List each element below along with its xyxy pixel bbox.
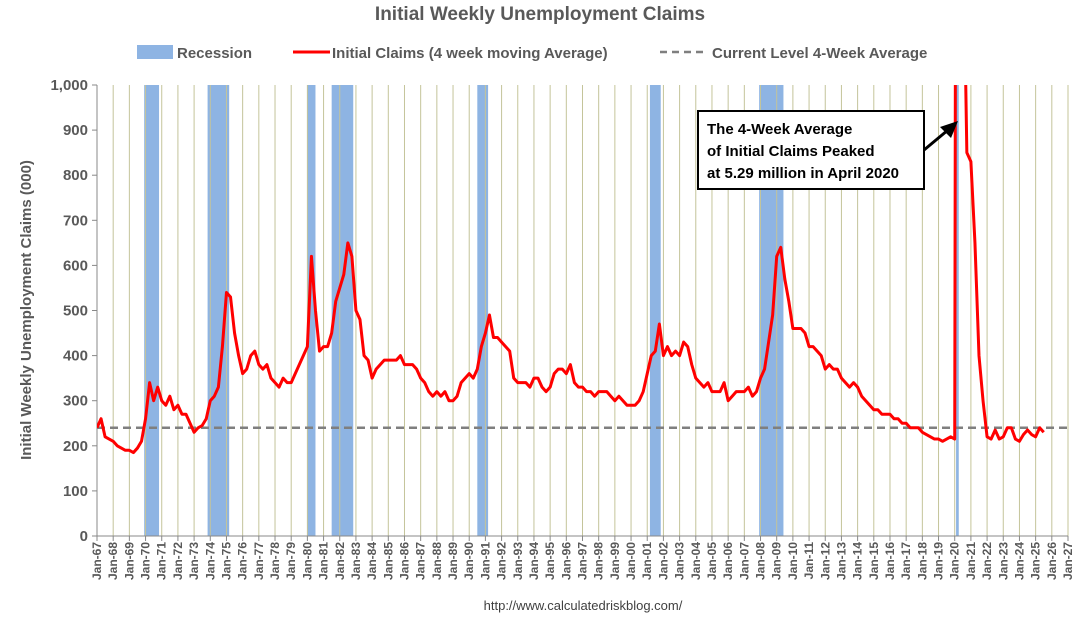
x-tick-label: Jan-25 xyxy=(1029,542,1043,580)
y-tick-label: 500 xyxy=(63,303,88,320)
x-tick-label: Jan-91 xyxy=(478,542,492,580)
x-tick-label: Jan-90 xyxy=(462,542,476,580)
x-tick-label: Jan-77 xyxy=(252,542,266,580)
legend-swatch xyxy=(137,45,173,59)
x-tick-label: Jan-94 xyxy=(527,542,541,580)
y-tick-label: 300 xyxy=(63,393,88,410)
chart-title: Initial Weekly Unemployment Claims xyxy=(375,4,705,25)
x-tick-label: Jan-98 xyxy=(592,542,606,580)
x-tick-label: Jan-84 xyxy=(365,542,379,580)
x-tick-label: Jan-86 xyxy=(397,542,411,580)
y-tick-label: 100 xyxy=(63,483,88,500)
x-tick-label: Jan-76 xyxy=(236,542,250,580)
recession-band xyxy=(331,85,354,536)
x-tick-label: Jan-88 xyxy=(430,542,444,580)
y-tick-label: 700 xyxy=(63,212,88,229)
series-line xyxy=(97,85,1045,455)
x-tick-label: Jan-97 xyxy=(576,542,590,580)
x-tick-label: Jan-96 xyxy=(559,542,573,580)
x-tick-label: Jan-18 xyxy=(915,542,929,580)
x-tick-label: Jan-69 xyxy=(122,542,136,580)
x-tick-label: Jan-79 xyxy=(284,542,298,580)
x-tick-label: Jan-01 xyxy=(640,542,654,580)
x-tick-label: Jan-00 xyxy=(624,542,638,580)
x-tick-label: Jan-81 xyxy=(317,542,331,580)
x-tick-label: Jan-05 xyxy=(705,542,719,580)
x-tick-label: Jan-70 xyxy=(139,542,153,580)
x-tick-label: Jan-92 xyxy=(495,542,509,580)
legend-label: Recession xyxy=(177,45,252,62)
x-tick-label: Jan-87 xyxy=(414,542,428,580)
x-tick-label: Jan-85 xyxy=(381,542,395,580)
x-tick-label: Jan-10 xyxy=(786,542,800,580)
x-tick-label: Jan-12 xyxy=(818,542,832,580)
annotation-text: The 4-Week Average xyxy=(707,121,852,138)
y-tick-label: 900 xyxy=(63,122,88,139)
x-tick-label: Jan-07 xyxy=(737,542,751,580)
x-tick-label: Jan-11 xyxy=(802,542,816,580)
y-tick-label: 600 xyxy=(63,257,88,274)
x-tick-label: Jan-06 xyxy=(721,542,735,580)
annotation-arrow xyxy=(923,128,949,152)
recession-band xyxy=(477,85,489,536)
y-tick-label: 800 xyxy=(63,167,88,184)
x-tick-label: Jan-16 xyxy=(883,542,897,580)
x-tick-label: Jan-15 xyxy=(867,542,881,580)
recession-band xyxy=(649,85,661,536)
x-tick-label: Jan-95 xyxy=(543,542,557,580)
x-tick-label: Jan-21 xyxy=(964,542,978,580)
x-tick-label: Jan-02 xyxy=(656,542,670,580)
x-tick-label: Jan-75 xyxy=(219,542,233,580)
x-tick-label: Jan-04 xyxy=(689,542,703,580)
x-tick-label: Jan-74 xyxy=(203,542,217,580)
annotation-arrowhead xyxy=(940,121,958,138)
x-tick-label: Jan-17 xyxy=(899,542,913,580)
x-tick-label: Jan-89 xyxy=(446,542,460,580)
x-tick-label: Jan-13 xyxy=(834,542,848,580)
x-tick-label: Jan-09 xyxy=(770,542,784,580)
y-tick-label: 400 xyxy=(63,348,88,365)
x-tick-label: Jan-99 xyxy=(608,542,622,580)
x-tick-label: Jan-19 xyxy=(932,542,946,580)
x-tick-label: Jan-23 xyxy=(996,542,1010,580)
recession-band xyxy=(144,85,160,536)
annotation-text: at 5.29 million in April 2020 xyxy=(707,165,899,182)
x-tick-label: Jan-26 xyxy=(1045,542,1059,580)
x-tick-label: Jan-73 xyxy=(187,542,201,580)
x-tick-label: Jan-14 xyxy=(851,542,865,580)
source: http://www.calculatedriskblog.com/ xyxy=(484,598,683,613)
y-axis-title: Initial Weekly Unemployment Claims (000) xyxy=(18,160,35,460)
recession-band xyxy=(307,85,316,536)
legend-label: Initial Claims (4 week moving Average) xyxy=(332,45,608,62)
x-tick-label: Jan-71 xyxy=(155,542,169,580)
x-tick-label: Jan-78 xyxy=(268,542,282,580)
x-tick-label: Jan-20 xyxy=(948,542,962,580)
x-tick-label: Jan-22 xyxy=(980,542,994,580)
y-tick-label: 200 xyxy=(63,438,88,455)
legend-label: Current Level 4-Week Average xyxy=(712,45,927,62)
x-tick-label: Jan-82 xyxy=(333,542,347,580)
x-tick-label: Jan-03 xyxy=(673,542,687,580)
x-tick-label: Jan-67 xyxy=(90,542,104,580)
x-tick-label: Jan-27 xyxy=(1061,542,1075,580)
y-tick-label: 0 xyxy=(80,528,88,545)
recession-band xyxy=(207,85,230,536)
x-tick-label: Jan-80 xyxy=(300,542,314,580)
y-tick-label: 1,000 xyxy=(50,77,88,94)
annotation-text: of Initial Claims Peaked xyxy=(707,143,875,160)
x-tick-label: Jan-83 xyxy=(349,542,363,580)
recession-band xyxy=(956,85,959,536)
x-tick-label: Jan-68 xyxy=(106,542,120,580)
x-tick-label: Jan-93 xyxy=(511,542,525,580)
x-tick-label: Jan-72 xyxy=(171,542,185,580)
x-tick-label: Jan-24 xyxy=(1012,542,1026,580)
x-tick-label: Jan-08 xyxy=(754,542,768,580)
